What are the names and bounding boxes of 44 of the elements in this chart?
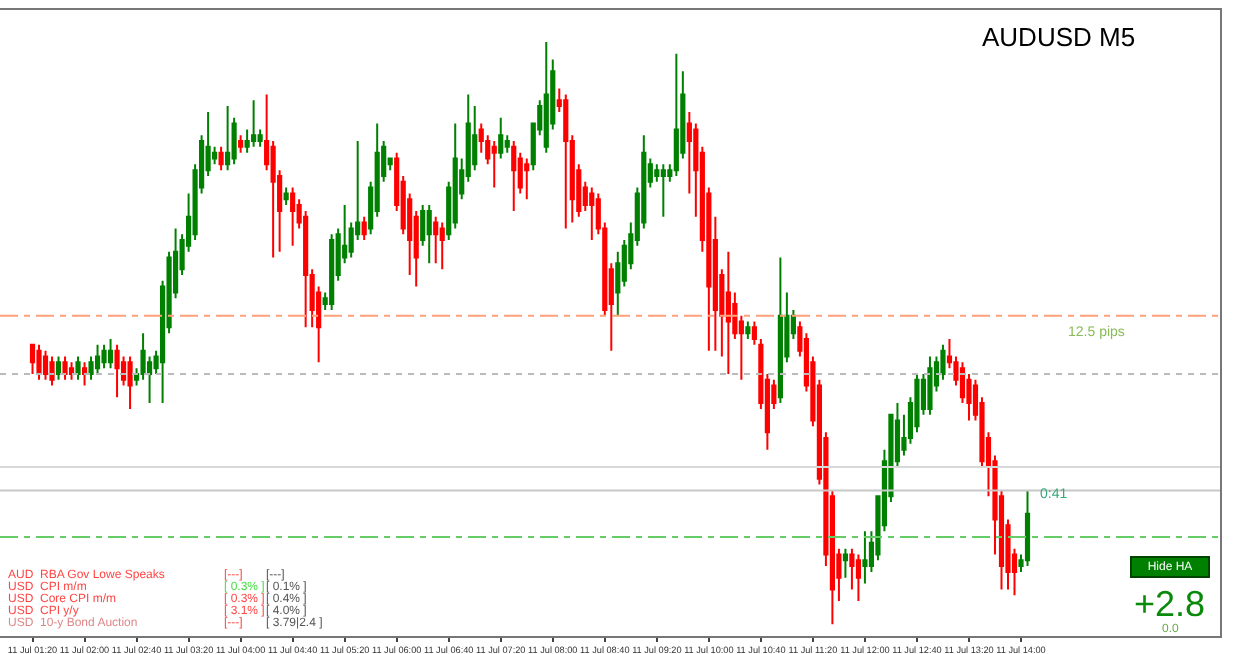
text: +2.8: [1134, 584, 1206, 624]
candlestick: [777, 256, 783, 405]
candlestick: [855, 553, 862, 603]
candlestick: [491, 140, 497, 189]
candlestick: [62, 355, 68, 381]
candlestick: [329, 233, 335, 311]
candlestick: [439, 221, 445, 271]
candlestick: [862, 530, 868, 585]
candlestick: [94, 343, 101, 375]
candlestick: [563, 93, 569, 230]
candlestick: [725, 250, 731, 375]
candlestick: [498, 116, 504, 160]
candlestick: [283, 186, 289, 207]
candlestick: [511, 140, 517, 212]
candlestick: [660, 163, 666, 218]
candlestick: [673, 52, 679, 177]
candlestick: [842, 547, 848, 579]
candlestick: [543, 41, 549, 154]
candlestick: [75, 355, 81, 381]
candlestick: [426, 204, 432, 265]
candlestick: [36, 343, 42, 381]
candlestick: [42, 349, 49, 381]
annotation: AUDUSD M5: [982, 22, 1136, 52]
candlestick: [524, 157, 530, 201]
candlestick: [49, 355, 55, 387]
candlestick: [589, 186, 595, 242]
candlestick: [55, 355, 62, 381]
candlestick: [68, 361, 75, 381]
candlestick: [745, 320, 751, 341]
candlestick: [238, 134, 244, 154]
candlestick: [927, 355, 933, 416]
candlestick: [101, 343, 107, 370]
candlestick: [114, 343, 120, 399]
candlestick: [107, 338, 114, 370]
candlestick: [1024, 489, 1031, 568]
candlestick: [251, 99, 257, 148]
candlestick: [225, 105, 231, 172]
candlestick: [433, 215, 439, 265]
candlestick: [361, 215, 367, 242]
candlestick: [218, 145, 224, 172]
candlestick: [290, 186, 296, 247]
candlestick: [29, 343, 36, 375]
candlestick: [127, 355, 133, 410]
candlestick: [81, 361, 88, 387]
